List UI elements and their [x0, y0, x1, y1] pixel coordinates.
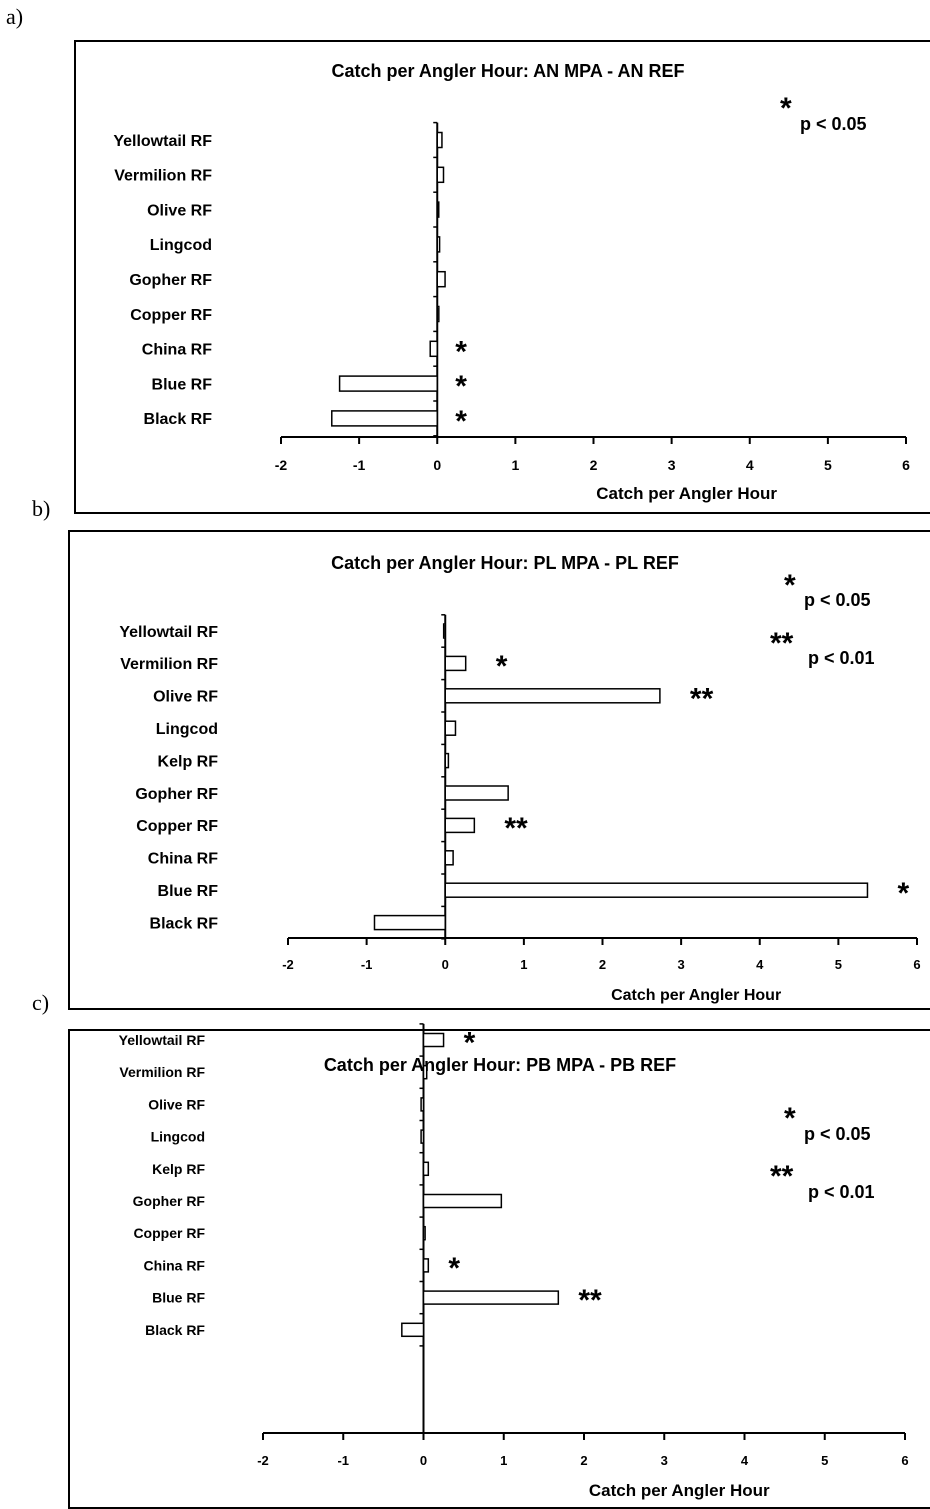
category-label: Copper RF: [130, 307, 212, 324]
panel-letter-a: a): [6, 4, 24, 29]
panel-frame-b: [68, 530, 930, 1010]
significance-marker: *: [455, 405, 467, 438]
x-tick-label: 4: [746, 457, 754, 473]
x-tick-label: 1: [511, 457, 519, 473]
bar: [436, 166, 445, 184]
category-label: Yellowtail RF: [113, 133, 212, 150]
legend-label: p < 0.05: [800, 114, 867, 134]
category-label: Olive RF: [147, 202, 212, 219]
x-tick-label: 6: [902, 457, 910, 473]
category-label: Blue RF: [152, 376, 213, 393]
legend-stars: *: [780, 92, 792, 125]
significance-marker: *: [455, 370, 467, 403]
significance-marker: *: [455, 335, 467, 368]
x-tick-label: 2: [590, 457, 598, 473]
x-tick-label: -1: [353, 457, 366, 473]
x-tick-label: -2: [275, 457, 288, 473]
x-tick-label: 5: [824, 457, 832, 473]
bar: [436, 270, 446, 288]
panel-frame-a: [74, 40, 930, 514]
x-axis-label: Catch per Angler Hour: [596, 484, 777, 503]
bar: [436, 236, 441, 253]
bar: [429, 340, 438, 358]
bar: [436, 131, 443, 149]
x-tick-label: 0: [433, 457, 441, 473]
chart-title: Catch per Angler Hour: AN MPA - AN REF: [331, 61, 684, 81]
category-label: Gopher RF: [129, 272, 212, 289]
x-tick-label: 3: [668, 457, 676, 473]
panel-letter-b: b): [32, 496, 51, 521]
panel-letter-c: c): [32, 990, 50, 1015]
bar: [436, 305, 440, 323]
category-label: Lingcod: [150, 237, 212, 254]
bar: [436, 201, 440, 218]
bar: [331, 410, 438, 427]
bar: [338, 375, 438, 392]
category-label: Black RF: [144, 411, 213, 428]
category-label: Vermilion RF: [114, 168, 212, 185]
category-label: China RF: [142, 342, 212, 359]
